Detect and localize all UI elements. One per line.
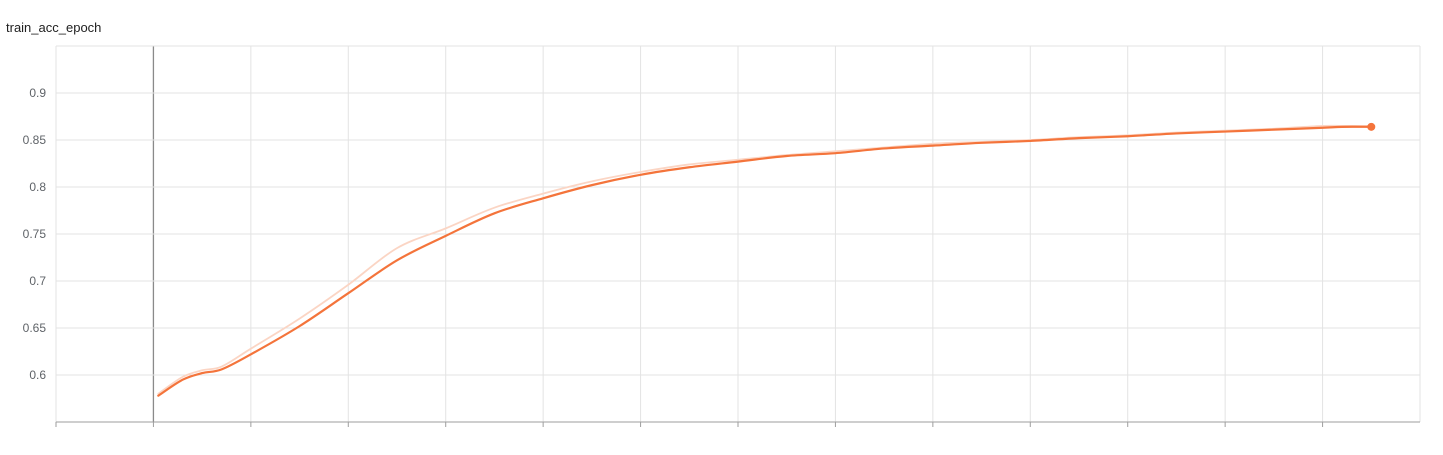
- y-tick-label: 0.7: [29, 274, 46, 288]
- y-tick-label: 0.8: [29, 180, 46, 194]
- y-tick-label: 0.9: [29, 86, 46, 100]
- series-group: [157, 122, 1376, 397]
- y-tick-label: 0.85: [23, 133, 47, 147]
- y-tick-label: 0.65: [23, 321, 47, 335]
- y-tick-label: 0.75: [23, 227, 47, 241]
- series-line-smoothed[interactable]: [157, 125, 1373, 397]
- chart-title: train_acc_epoch: [6, 20, 102, 35]
- grid: [55, 45, 1421, 422]
- series-line-raw[interactable]: [157, 124, 1373, 395]
- series-end-marker[interactable]: [1367, 122, 1376, 131]
- y-tick-label: 0.6: [29, 368, 46, 382]
- axes: 0.6 0.65 0.7 0.75 0.8 0.85 0.9: [23, 86, 1420, 427]
